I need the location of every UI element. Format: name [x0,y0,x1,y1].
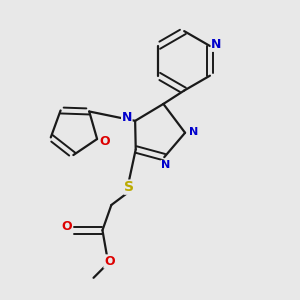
Text: N: N [189,127,199,136]
Text: S: S [124,180,134,194]
Text: O: O [61,220,72,233]
Text: O: O [99,136,110,148]
Text: N: N [122,111,132,124]
Text: N: N [211,38,222,51]
Text: N: N [161,160,170,170]
Text: O: O [104,255,115,268]
